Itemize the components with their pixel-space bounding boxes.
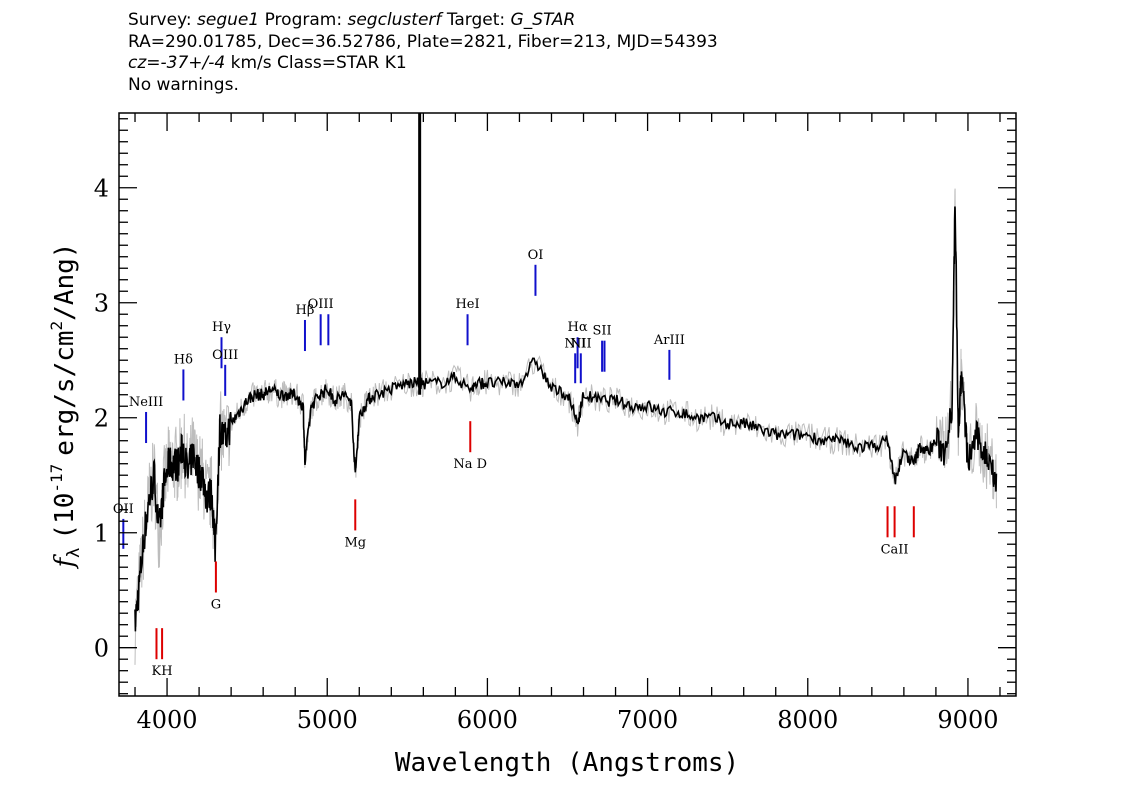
- x-tick-label: 5000: [297, 706, 358, 734]
- program-value: segclusterf: [347, 10, 442, 30]
- axes-layer: 4000 5000 6000 7000 8000 9000 0 1 2 3 4: [94, 112, 1017, 734]
- y-tick-label: 1: [94, 520, 109, 548]
- emission-line-label: ArIII: [653, 333, 685, 348]
- x-tick-label: 6000: [457, 706, 518, 734]
- noise-band: [134, 188, 997, 665]
- cz-value: -37+/-4: [160, 53, 226, 73]
- header-line-1: Survey: segue1 Program: segclusterf Targ…: [128, 10, 718, 32]
- target-label: Target:: [446, 10, 506, 30]
- y-tick-label: 3: [94, 290, 109, 318]
- emission-line-label: HeI: [455, 297, 479, 312]
- y-axis-unit-b: erg/s/cm: [50, 330, 80, 455]
- y-tick-label: 4: [94, 175, 109, 203]
- plot-frame: [118, 112, 1017, 697]
- emission-line-label: OI: [528, 248, 544, 263]
- x-axis-title: Wavelength (Angstroms): [395, 748, 739, 778]
- emission-line-label: OIII: [308, 297, 334, 312]
- emission-line-label: NII: [570, 336, 592, 351]
- series-layer: [134, 113, 998, 665]
- emission-line-label: Hα: [568, 320, 588, 335]
- absorption-line-label: Na D: [453, 457, 487, 472]
- absorption-line-label: Mg: [344, 535, 366, 550]
- x-tick-label: 4000: [137, 706, 198, 734]
- x-tick-label: 9000: [937, 706, 998, 734]
- absorption-line-label: CaII: [881, 542, 909, 557]
- x-tick-label: 7000: [617, 706, 678, 734]
- program-label: Program:: [264, 10, 343, 30]
- class-text: km/s Class=STAR K1: [230, 53, 407, 73]
- y-axis-exponent-2: 2: [47, 321, 66, 331]
- cz-label: cz=: [128, 53, 161, 73]
- y-axis-unit-a: (10: [50, 493, 80, 540]
- emission-line-label: SII: [593, 324, 612, 339]
- emission-line-label: NeIII: [129, 395, 163, 410]
- absorption-line-label: G: [211, 598, 221, 613]
- header-line-3: cz=-37+/-4 km/s Class=STAR K1: [128, 53, 718, 75]
- emission-line-label: Hβ: [296, 303, 315, 318]
- y-axis-title: fλ(10-17erg/s/cm2/Ang): [47, 243, 84, 570]
- y-tick-label: 0: [94, 635, 109, 663]
- y-axis-unit-c: /Ang): [50, 243, 80, 321]
- header-line-4: No warnings.: [128, 74, 239, 95]
- y-axis-exponent: -17: [47, 464, 66, 493]
- survey-label: Survey:: [128, 10, 192, 30]
- emission-line-label: Hγ: [212, 320, 231, 335]
- y-axis-subscript: λ: [64, 548, 84, 558]
- spectrum-header: Survey: segue1 Program: segclusterf Targ…: [128, 10, 718, 96]
- x-tick-label: 8000: [777, 706, 838, 734]
- survey-value: segue1: [197, 10, 260, 30]
- header-line-2: RA=290.01785, Dec=36.52786, Plate=2821, …: [128, 31, 718, 52]
- absorption-line-label: KH: [152, 664, 173, 679]
- emission-line-label: NII: [564, 336, 586, 351]
- emission-line-label: Hδ: [174, 352, 193, 367]
- y-tick-label: 2: [94, 405, 109, 433]
- emission-line-label: OIII: [212, 348, 238, 363]
- target-value: G_STAR: [510, 10, 576, 30]
- flux-line: [134, 206, 998, 632]
